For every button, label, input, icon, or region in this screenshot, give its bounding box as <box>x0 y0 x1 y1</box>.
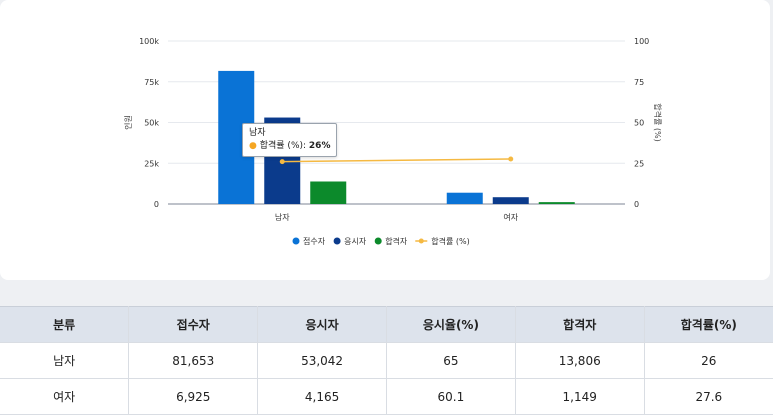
table-cell: 1,149 <box>515 378 645 415</box>
x-tick-label: 남자 <box>275 213 290 222</box>
table-cell: 60.1 <box>386 378 516 415</box>
y-tick-label: 50k <box>144 119 159 128</box>
stats-table: 분류 접수자 응시자 응시율(%) 합격자 합격률(%) 남자 81,653 5… <box>0 306 773 415</box>
table-row: 여자 6,925 4,165 60.1 1,149 27.6 <box>0 378 773 415</box>
stats-table-container: 분류 접수자 응시자 응시율(%) 합격자 합격률(%) 남자 81,653 5… <box>0 306 773 415</box>
table-cell: 26 <box>644 342 773 379</box>
table-cell: 4,165 <box>257 378 387 415</box>
tooltip-value: 26% <box>308 141 331 151</box>
table-cell: 6,925 <box>128 378 259 415</box>
legend-marker <box>333 237 341 245</box>
chart-card: 0 0 25k 25 50k 50 75k 75 100k 100 인원 합격률 (%) 남자 여자 접수자… <box>0 0 770 280</box>
header-examinees: 응시자 <box>257 306 387 343</box>
y2-tick-label: 0 <box>634 200 639 209</box>
bar <box>446 192 483 204</box>
x-tick-label: 여자 <box>503 212 518 222</box>
legend-label: 합격자 <box>385 236 408 246</box>
table-cell: 53,042 <box>257 342 387 379</box>
bar <box>492 197 529 204</box>
legend-label: 접수자 <box>303 236 326 246</box>
header-passers: 합격자 <box>515 306 645 343</box>
y2-tick-label: 100 <box>634 37 649 46</box>
y2-tick-label: 25 <box>634 159 644 168</box>
y2-tick-label: 75 <box>634 78 644 87</box>
table-cell: 65 <box>386 342 516 379</box>
line-point <box>279 159 285 165</box>
y-tick-label: 25k <box>144 159 159 168</box>
tooltip-line: ● 합격률 (%): 26% <box>249 141 331 151</box>
table-cell: 여자 <box>0 378 130 415</box>
tooltip-category: 남자 <box>249 128 266 138</box>
y2-tick-label: 50 <box>634 119 644 128</box>
y2-axis-title: 합격률 (%) <box>653 103 663 141</box>
line-point <box>508 156 514 162</box>
legend-marker <box>292 237 300 245</box>
y-tick-label: 100k <box>139 37 159 46</box>
header-pass-rate: 합격률(%) <box>644 306 773 343</box>
legend-marker <box>374 237 382 245</box>
table-header-row: 분류 접수자 응시자 응시율(%) 합격자 합격률(%) <box>0 306 773 343</box>
bar <box>538 202 575 204</box>
y-axis-title: 인원 <box>123 115 133 130</box>
header-applicants: 접수자 <box>128 306 259 343</box>
table-row: 남자 81,653 53,042 65 13,806 26 <box>0 342 773 379</box>
series-line <box>282 158 511 163</box>
legend-marker <box>418 238 424 244</box>
y-tick-label: 75k <box>144 78 159 87</box>
table-cell: 27.6 <box>644 378 773 415</box>
header-exam-rate: 응시율(%) <box>386 306 516 343</box>
bar <box>310 181 347 204</box>
tooltip-series: 합격률 (%) <box>259 141 304 151</box>
table-cell: 남자 <box>0 342 130 379</box>
chart-tooltip: 남자 ● 합격률 (%): 26% <box>242 123 338 157</box>
y-tick-label: 0 <box>154 200 159 209</box>
tooltip-dot-icon: ● <box>249 141 257 151</box>
header-category: 분류 <box>0 306 130 343</box>
table-cell: 13,806 <box>515 342 645 379</box>
table-cell: 81,653 <box>128 342 259 379</box>
legend-label: 합격률 (%) <box>431 236 469 246</box>
legend-label: 응시자 <box>344 237 367 246</box>
